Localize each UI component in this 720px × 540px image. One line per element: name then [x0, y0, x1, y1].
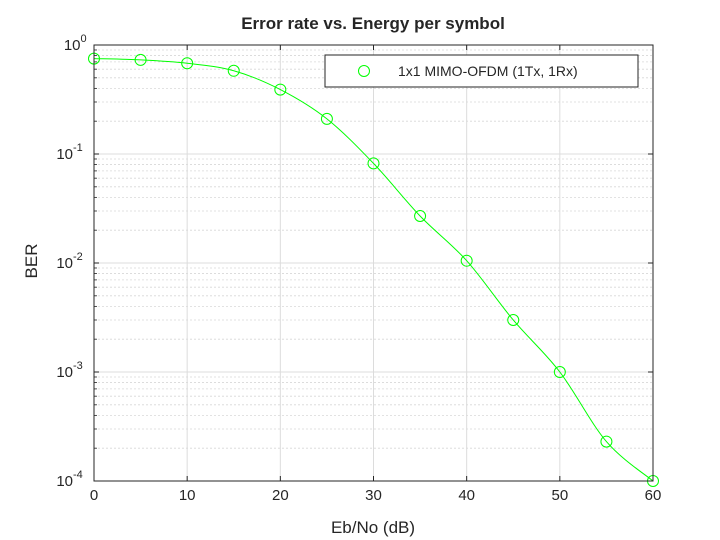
- data-point: [460, 254, 473, 267]
- data-point: [553, 366, 566, 378]
- x-axis-label: Eb/No (dB): [331, 518, 415, 537]
- series-layer: [88, 52, 659, 487]
- series-line: [93, 58, 654, 482]
- data-point: [600, 435, 613, 448]
- y-tick-base: 10: [56, 364, 73, 381]
- data-point: [274, 83, 287, 96]
- axes: [93, 44, 654, 482]
- x-tick-label: 50: [551, 487, 568, 504]
- y-tick-exponent: -1: [73, 142, 83, 154]
- y-tick-label: 10 0: [64, 33, 87, 54]
- y-tick-base: 10: [56, 146, 73, 163]
- chart-title: Error rate vs. Energy per symbol: [241, 14, 505, 33]
- y-tick-label: 10 -2: [56, 251, 82, 272]
- y-tick-label: 10 -4: [56, 469, 82, 490]
- legend-label: 1x1 MIMO-OFDM (1Tx, 1Rx): [398, 63, 578, 79]
- x-tick-label: 10: [179, 487, 196, 504]
- x-tick-label: 0: [90, 487, 98, 504]
- y-tick-base: 10: [56, 255, 73, 272]
- y-tick-exponent: -3: [73, 360, 83, 372]
- x-tick-label: 20: [272, 487, 289, 504]
- data-point: [414, 209, 427, 222]
- data-point: [134, 53, 147, 66]
- legend-marker: [358, 65, 370, 77]
- y-tick-base: 10: [56, 473, 73, 490]
- y-tick-exponent: -2: [73, 251, 83, 263]
- y-tick-label: 10 -1: [56, 142, 82, 163]
- y-tick-exponent: 0: [81, 33, 87, 45]
- y-tick-label: 10 -3: [56, 360, 82, 381]
- y-axis-label: BER: [22, 244, 41, 279]
- x-tick-label: 40: [458, 487, 475, 504]
- legend-box: [324, 54, 639, 88]
- data-point: [181, 57, 194, 70]
- x-tick-label: 60: [645, 487, 662, 504]
- data-point: [507, 313, 520, 326]
- data-point: [227, 64, 240, 77]
- data-point: [367, 157, 380, 170]
- x-tick-label: 30: [365, 487, 382, 504]
- legend: 1x1 MIMO-OFDM (1Tx, 1Rx): [324, 54, 639, 88]
- data-point: [320, 112, 333, 125]
- y-tick-base: 10: [64, 37, 81, 54]
- y-tick-exponent: -4: [73, 469, 83, 481]
